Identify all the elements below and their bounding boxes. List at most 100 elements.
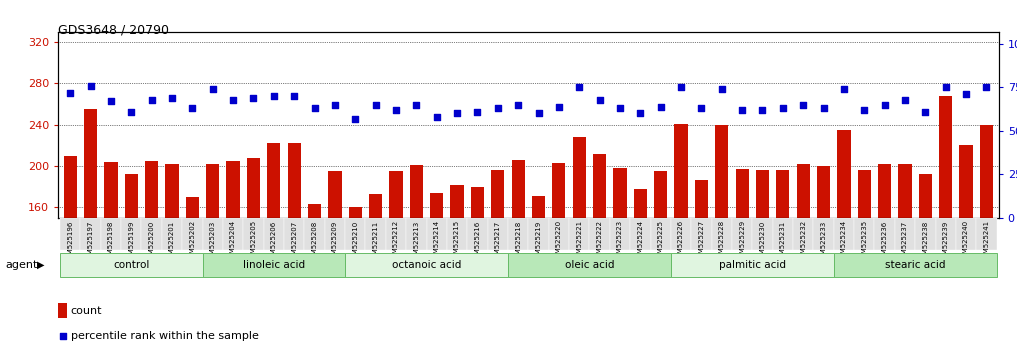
Bar xyxy=(406,218,426,250)
Text: GSM525221: GSM525221 xyxy=(577,220,583,262)
Text: GSM525241: GSM525241 xyxy=(983,220,990,262)
Bar xyxy=(773,218,793,250)
Bar xyxy=(817,166,830,354)
Text: GSM525215: GSM525215 xyxy=(454,220,460,262)
Point xyxy=(592,97,608,102)
Point xyxy=(103,98,119,104)
Bar xyxy=(324,218,345,250)
Bar xyxy=(573,137,586,354)
Point xyxy=(958,92,974,97)
Point xyxy=(225,97,241,102)
Bar xyxy=(674,124,687,354)
Bar xyxy=(529,218,549,250)
Point xyxy=(469,109,485,115)
Bar xyxy=(814,218,834,250)
Text: GSM525226: GSM525226 xyxy=(678,220,684,262)
Bar xyxy=(125,175,138,354)
Text: GSM525196: GSM525196 xyxy=(67,220,73,263)
Bar xyxy=(671,218,692,250)
Bar xyxy=(162,218,182,250)
Bar xyxy=(345,218,365,250)
Text: palmitic acid: palmitic acid xyxy=(719,259,786,270)
Point xyxy=(836,86,852,92)
Bar xyxy=(753,218,773,250)
Bar xyxy=(976,218,997,250)
Point xyxy=(795,102,812,108)
Bar xyxy=(243,218,263,250)
Text: stearic acid: stearic acid xyxy=(885,259,946,270)
Bar xyxy=(613,168,626,354)
Text: GDS3648 / 20790: GDS3648 / 20790 xyxy=(58,23,169,36)
Bar xyxy=(507,253,671,276)
Text: GSM525211: GSM525211 xyxy=(372,220,378,263)
Bar xyxy=(304,218,324,250)
Bar xyxy=(141,218,162,250)
Point xyxy=(62,90,78,96)
Point xyxy=(734,107,751,113)
Text: GSM525197: GSM525197 xyxy=(87,220,94,263)
Bar xyxy=(121,218,141,250)
Bar xyxy=(552,163,565,354)
Text: GSM525224: GSM525224 xyxy=(638,220,644,262)
Bar xyxy=(223,218,243,250)
Text: GSM525214: GSM525214 xyxy=(433,220,439,262)
Text: GSM525239: GSM525239 xyxy=(943,220,949,263)
Point xyxy=(306,105,322,111)
Bar xyxy=(58,303,67,318)
Bar xyxy=(284,218,304,250)
Bar xyxy=(487,218,507,250)
Point xyxy=(531,111,547,116)
Bar xyxy=(895,218,915,250)
Bar xyxy=(345,253,507,276)
Point xyxy=(265,93,282,99)
Text: GSM525218: GSM525218 xyxy=(516,220,521,263)
Text: GSM525202: GSM525202 xyxy=(189,220,195,262)
Bar xyxy=(267,143,281,354)
Bar xyxy=(692,218,712,250)
Text: GSM525232: GSM525232 xyxy=(800,220,806,262)
Bar xyxy=(875,218,895,250)
Bar xyxy=(512,160,525,354)
Text: GSM525223: GSM525223 xyxy=(617,220,623,262)
Bar xyxy=(186,197,199,354)
Text: GSM525240: GSM525240 xyxy=(963,220,969,262)
Bar xyxy=(385,218,406,250)
Bar xyxy=(288,143,301,354)
Bar xyxy=(854,218,875,250)
Bar xyxy=(166,164,179,354)
Text: count: count xyxy=(71,306,102,316)
Text: GSM525207: GSM525207 xyxy=(291,220,297,263)
Text: oleic acid: oleic acid xyxy=(564,259,614,270)
Bar xyxy=(593,154,606,354)
Bar xyxy=(105,162,118,354)
Bar xyxy=(426,218,446,250)
Bar xyxy=(776,170,789,354)
Bar xyxy=(634,189,647,354)
Bar xyxy=(796,164,810,354)
Point xyxy=(856,107,873,113)
Point xyxy=(775,105,791,111)
Text: GSM525236: GSM525236 xyxy=(882,220,888,263)
Point xyxy=(347,116,363,121)
Text: GSM525231: GSM525231 xyxy=(780,220,786,263)
Point xyxy=(633,111,649,116)
Text: GSM525233: GSM525233 xyxy=(821,220,827,263)
Text: ▶: ▶ xyxy=(38,260,45,270)
Point xyxy=(714,86,730,92)
Bar xyxy=(651,218,671,250)
Bar xyxy=(84,109,98,354)
Text: GSM525203: GSM525203 xyxy=(210,220,216,263)
Text: linoleic acid: linoleic acid xyxy=(243,259,305,270)
Text: GSM525235: GSM525235 xyxy=(861,220,868,262)
Text: GSM525212: GSM525212 xyxy=(393,220,399,262)
Point xyxy=(653,104,669,109)
Point xyxy=(816,105,832,111)
Bar xyxy=(80,218,101,250)
Point xyxy=(489,105,505,111)
Bar xyxy=(430,193,443,354)
Text: GSM525204: GSM525204 xyxy=(230,220,236,262)
Bar xyxy=(491,170,504,354)
Bar xyxy=(956,218,976,250)
Point xyxy=(755,107,771,113)
Bar xyxy=(349,207,362,354)
